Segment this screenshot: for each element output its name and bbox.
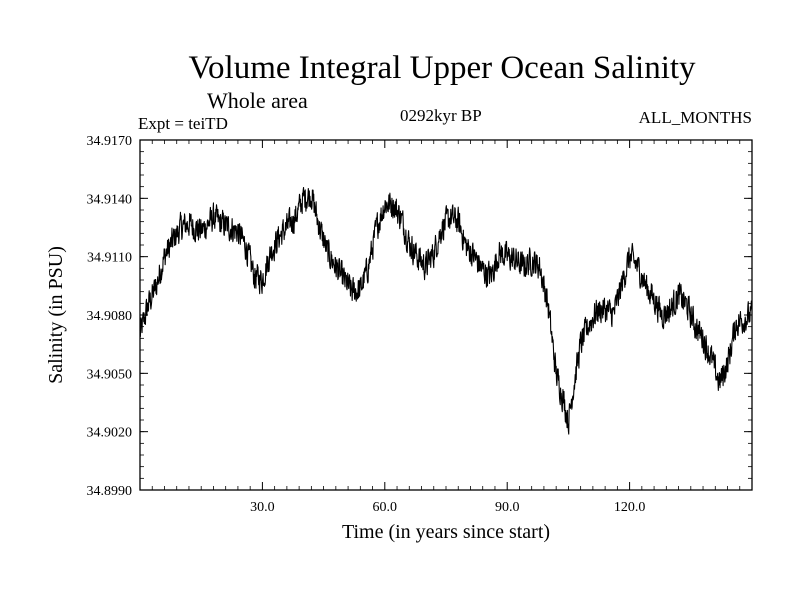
y-tick-label: 34.9170 — [87, 134, 133, 149]
y-tick-label: 34.9020 — [87, 426, 133, 441]
x-tick-label: 30.0 — [250, 500, 275, 515]
salinity-series-line — [139, 186, 753, 435]
x-axis-ticks: 30.0 60.0 90.0 120.0 — [139, 140, 753, 515]
y-tick-label: 34.9080 — [87, 309, 133, 324]
experiment-label: Expt = teiTD — [138, 114, 228, 133]
y-tick-label: 34.8990 — [87, 484, 133, 499]
period-label: 0292kyr BP — [400, 106, 482, 125]
y-axis-ticks: 34.8990 34.9020 34.9050 34.9080 34.9110 34.91… — [87, 134, 752, 499]
y-tick-label: 34.9110 — [87, 251, 132, 266]
chart-title: Volume Integral Upper Ocean Salinity — [188, 50, 696, 86]
x-axis-title: Time (in years since start) — [342, 521, 550, 543]
plot-frame — [139, 139, 753, 491]
x-tick-label: 60.0 — [373, 500, 398, 515]
months-label: ALL_MONTHS — [638, 108, 752, 127]
x-tick-label: 90.0 — [495, 500, 520, 515]
y-axis-title: Salinity (in PSU) — [45, 246, 67, 384]
chart-subtitle: Whole area — [207, 88, 308, 113]
x-tick-label: 120.0 — [614, 500, 646, 515]
y-tick-label: 34.9050 — [87, 367, 133, 382]
y-tick-label: 34.9140 — [87, 192, 133, 207]
